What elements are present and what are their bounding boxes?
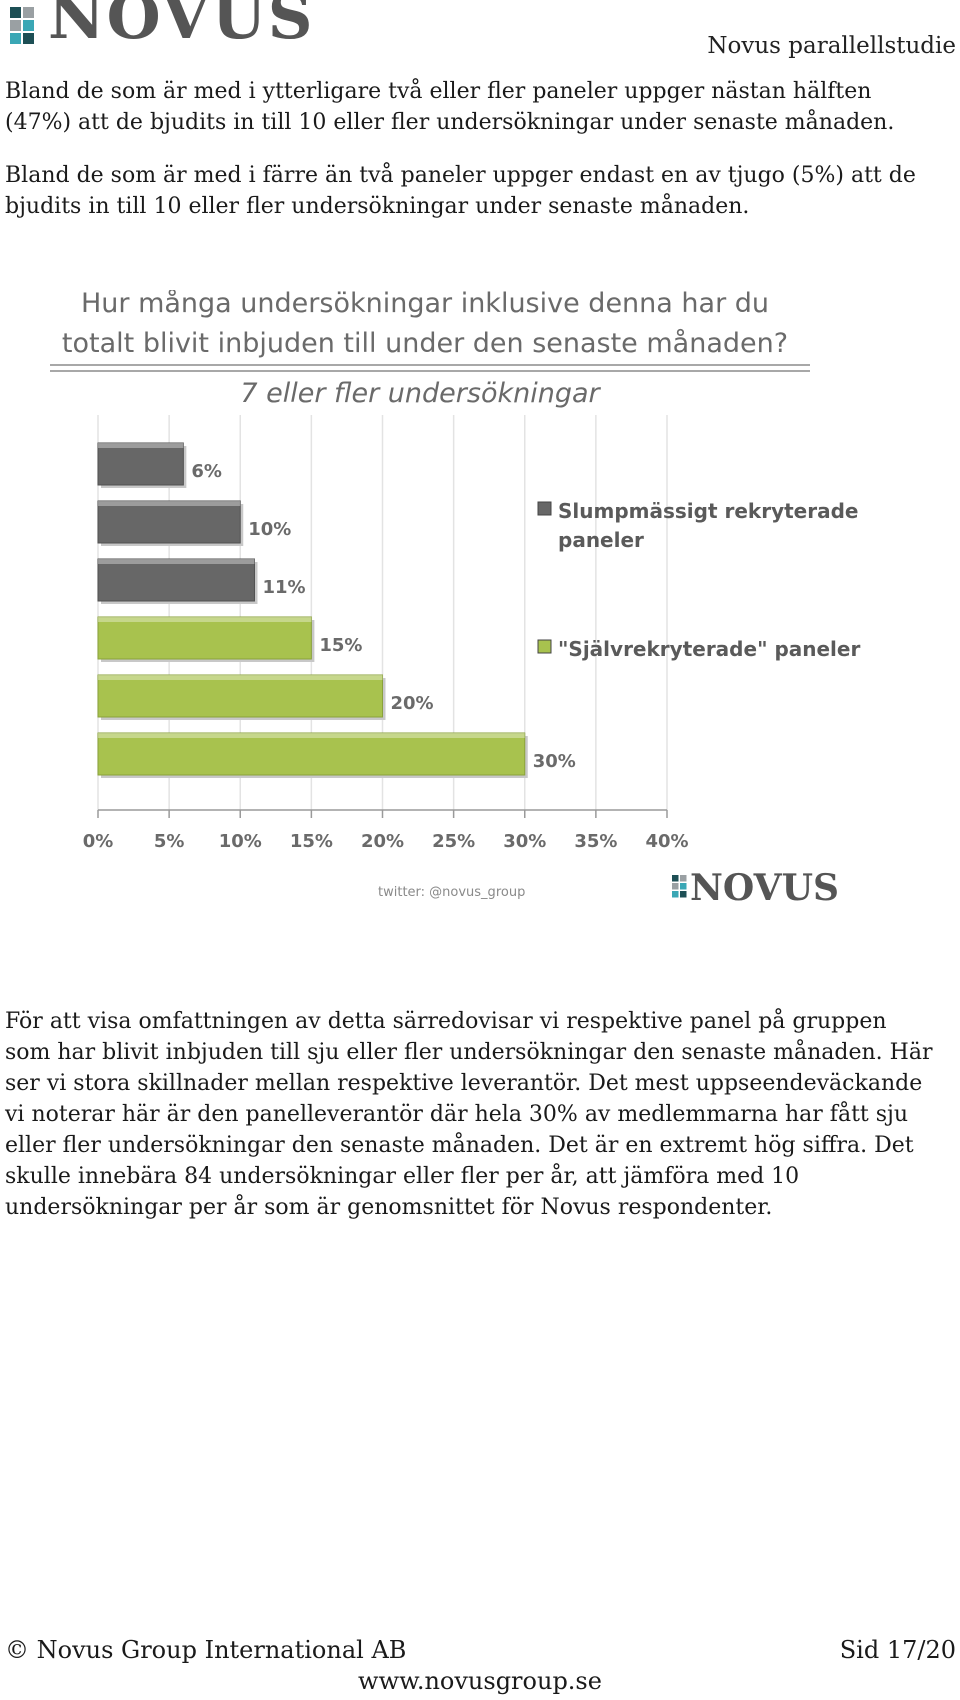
chart-data-label: 10% xyxy=(248,519,291,540)
chart-x-tick-label: 30% xyxy=(503,831,546,852)
chart-x-tick-label: 35% xyxy=(574,831,617,852)
chart-logo-square-icon xyxy=(672,883,679,890)
chart-data-label: 15% xyxy=(319,635,362,656)
chart-logo-square-icon xyxy=(680,891,687,898)
chart-bar xyxy=(97,732,526,776)
logo-square-icon xyxy=(10,33,21,44)
chart-logo-square-icon xyxy=(680,883,687,890)
chart-bar xyxy=(97,558,255,602)
logo-wordmark: NOVUS xyxy=(48,0,315,53)
chart-x-tick-label: 25% xyxy=(432,831,475,852)
chart-x-tick-label: 20% xyxy=(361,831,404,852)
chart-bar-highlight xyxy=(98,617,312,622)
logo-square-icon xyxy=(10,20,21,31)
chart-subtitle: 7 eller fler undersökningar xyxy=(240,378,601,409)
chart-logo-square-icon xyxy=(672,875,679,882)
analysis-paragraph: För att visa omfattningen av detta särre… xyxy=(5,1009,933,1220)
chart-data-label: 6% xyxy=(191,461,222,482)
footer-page-number: Sid 17/20 xyxy=(839,1636,956,1664)
chart-data-label: 30% xyxy=(533,751,576,772)
chart-x-tick-label: 0% xyxy=(83,831,114,852)
footer-copyright: © Novus Group International AB xyxy=(5,1636,407,1664)
chart-title-line-1: Hur många undersökningar inklusive denna… xyxy=(81,290,769,319)
document-title: Novus parallellstudie xyxy=(707,33,956,59)
legend-label: Slumpmässigt rekryterade paneler xyxy=(558,499,859,552)
logo-square-icon xyxy=(23,33,34,44)
chart-bar-highlight xyxy=(98,733,525,738)
novus-logo: NOVUS xyxy=(10,0,313,48)
chart-data-label: 11% xyxy=(262,577,305,598)
chart-logo-square-icon xyxy=(672,891,679,898)
legend-swatch xyxy=(537,639,552,654)
logo-square-icon xyxy=(10,7,21,18)
chart-data-label: 20% xyxy=(391,693,434,714)
chart-credit: twitter: @novus_group xyxy=(378,885,525,900)
chart-bar xyxy=(97,442,184,486)
intro-paragraph-1: Bland de som är med i ytterligare två el… xyxy=(5,79,895,135)
chart-x-tick-label: 40% xyxy=(645,831,688,852)
chart-bar xyxy=(97,616,312,660)
bar-chart-svg: Hur många undersökningar inklusive denna… xyxy=(50,290,860,909)
logo-square-icon xyxy=(23,7,34,18)
legend-swatch xyxy=(537,501,552,516)
chart-bar-highlight xyxy=(98,559,255,564)
logo-square-icon xyxy=(23,20,34,31)
chart-watermark-logo: NOVUS xyxy=(690,867,839,909)
chart-x-tick-label: 15% xyxy=(290,831,333,852)
chart-bar-highlight xyxy=(98,501,241,506)
bar-chart: Hur många undersökningar inklusive denna… xyxy=(50,290,930,980)
chart-bar-highlight xyxy=(98,443,184,448)
chart-x-tick-label: 10% xyxy=(219,831,262,852)
intro-paragraph-2: Bland de som är med i färre än två panel… xyxy=(5,163,916,219)
footer-website[interactable]: www.novusgroup.se xyxy=(358,1667,602,1695)
chart-bar-highlight xyxy=(98,675,383,680)
chart-x-tick-label: 5% xyxy=(154,831,185,852)
chart-logo-square-icon xyxy=(680,875,687,882)
chart-bar xyxy=(97,500,241,544)
chart-title-line-2: totalt blivit inbjuden till under den se… xyxy=(62,328,788,359)
chart-bar xyxy=(97,674,383,718)
legend-label: "Självrekryterade" paneler xyxy=(558,637,860,661)
